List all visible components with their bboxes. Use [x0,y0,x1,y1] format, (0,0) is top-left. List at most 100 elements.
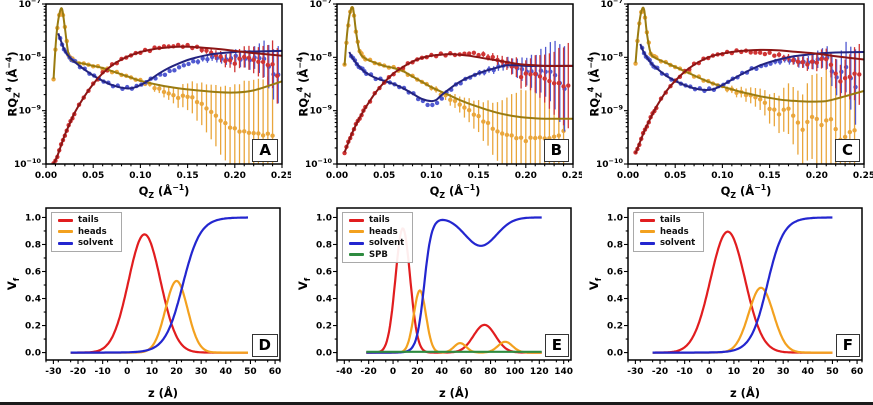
svg-text:0: 0 [390,367,396,377]
svg-text:60: 60 [269,367,282,377]
svg-text:0.10: 0.10 [129,171,151,181]
panel-B: 0.00 0.05 0.10 0.15 0.20 0.25 10−7 10−8 10−9 10−1… [291,0,582,202]
legend-swatch-solvent [349,241,364,245]
plot-canvas-F: -30 -20 -10 0 10 20 30 40 50 60 0.0 0.2 0.4 0.6 0.8 1.0 [607,207,863,377]
fit-line-red [52,45,282,164]
legend-item-tails: tails [640,216,695,225]
svg-text:0.05: 0.05 [82,171,104,181]
svg-text:-40: -40 [336,367,352,377]
axes-frame [627,207,863,361]
legend-item-solvent: solvent [58,239,113,248]
profile-line-solvent [652,216,833,354]
svg-text:0.4: 0.4 [25,295,41,305]
svg-text:10−10: 10−10 [14,157,42,170]
svg-text:0.8: 0.8 [316,240,332,250]
axes-frame [627,3,865,165]
y-axis-label: RQZ4 (Å−4) [295,51,313,117]
panel-letter-E: E [544,334,569,357]
x-axis-label: QZ (Å−1) [429,182,481,200]
legend: tails heads solvent SPB [342,212,414,263]
svg-text:0.8: 0.8 [607,240,623,250]
legend-swatch-solvent [640,241,655,245]
panel-letter-B: B [543,139,569,162]
profile-line-heads [652,286,833,354]
svg-text:0.15: 0.15 [758,171,780,181]
y-axis-label: Vf [4,277,22,291]
window-edge-bar [0,402,873,405]
svg-text:0.20: 0.20 [515,171,537,181]
svg-text:60: 60 [460,367,473,377]
plot-canvas-D: -30 -20 -10 0 10 20 30 40 50 60 0.0 0.2 0.4 0.6 0.8 1.0 [25,207,281,377]
svg-text:0.2: 0.2 [316,322,332,332]
svg-text:0.10: 0.10 [711,171,733,181]
legend-swatch-tails [349,218,364,222]
svg-text:40: 40 [436,367,449,377]
tick-labels: -30 -20 -10 0 10 20 30 40 50 60 0.0 0.2 0.4 0.6 0.8 1.0 [607,213,863,377]
fit-line-gold [52,7,282,94]
svg-text:0.00: 0.00 [326,171,348,181]
svg-text:10−8: 10−8 [18,50,41,63]
legend-swatch-heads [640,230,655,234]
panel-E: -40 -20 0 20 40 60 80 100 120 140 0.0 0.2 0.4 0.6 0.8 1… [291,202,582,405]
axes-frame [45,207,281,361]
panel-letter-C: C [834,139,860,162]
svg-text:0.0: 0.0 [25,349,41,359]
svg-text:20: 20 [752,367,765,377]
legend-item-tails: tails [349,216,404,225]
tick-labels: -30 -20 -10 0 10 20 30 40 50 60 0.0 0.2 0.4 0.6 0.8 1.0 [25,213,281,377]
legend-label: heads [660,226,689,237]
plot-canvas-E: -40 -20 0 20 40 60 80 100 120 140 0.0 0.2 0.4 0.6 0.8 1… [316,207,573,377]
svg-text:0.2: 0.2 [607,322,623,332]
svg-text:10−7: 10−7 [600,0,623,10]
axes-frame [336,3,574,165]
panel-letter-D: D [251,334,278,357]
svg-text:10−9: 10−9 [600,104,623,117]
svg-text:0.4: 0.4 [316,295,332,305]
svg-text:0.15: 0.15 [176,171,198,181]
legend-item-heads: heads [349,226,404,237]
svg-text:100: 100 [506,367,525,377]
legend-label: heads [78,226,107,237]
fit-line-blue [348,51,573,103]
data-points-gold [633,9,857,164]
legend-label: solvent [660,238,696,248]
svg-text:20: 20 [170,367,183,377]
data-points-gold [342,6,566,164]
svg-text:0.25: 0.25 [853,171,873,181]
svg-text:0: 0 [706,367,712,377]
svg-text:0.15: 0.15 [467,171,489,181]
svg-text:0.6: 0.6 [316,268,332,278]
svg-text:0.0: 0.0 [607,349,623,359]
legend-item-solvent: solvent [640,239,695,248]
svg-text:10−8: 10−8 [309,50,332,63]
y-axis-label: RQZ4 (Å−4) [4,51,22,117]
legend: tails heads solvent [51,212,123,252]
legend: tails heads solvent [633,212,705,252]
fit-line-gold [634,6,864,103]
fit-line-red [343,53,573,153]
legend-label: tails [369,215,390,225]
profile-line-tails [70,233,248,354]
svg-text:10: 10 [146,367,159,377]
svg-text:10−9: 10−9 [18,104,41,117]
svg-text:20: 20 [411,367,424,377]
legend-item-SPB: SPB [349,250,404,260]
legend-label: heads [369,226,398,237]
svg-text:0.2: 0.2 [25,322,41,332]
svg-text:10−10: 10−10 [305,157,333,170]
svg-text:30: 30 [777,367,790,377]
axis-ticks [624,3,865,168]
y-axis-label: RQZ4 (Å−4) [586,51,604,117]
fit-line-blue [639,43,864,91]
svg-text:10−7: 10−7 [309,0,332,10]
svg-text:0.10: 0.10 [420,171,442,181]
plot-canvas-B: 0.00 0.05 0.10 0.15 0.20 0.25 10−7 10−8 10−9 10−1… [305,0,582,181]
profile-line-heads [70,279,248,354]
svg-text:-30: -30 [627,367,643,377]
svg-text:0: 0 [124,367,130,377]
svg-text:10−10: 10−10 [596,157,624,170]
svg-text:0.6: 0.6 [25,268,41,278]
svg-text:-20: -20 [361,367,377,377]
svg-text:120: 120 [530,367,549,377]
